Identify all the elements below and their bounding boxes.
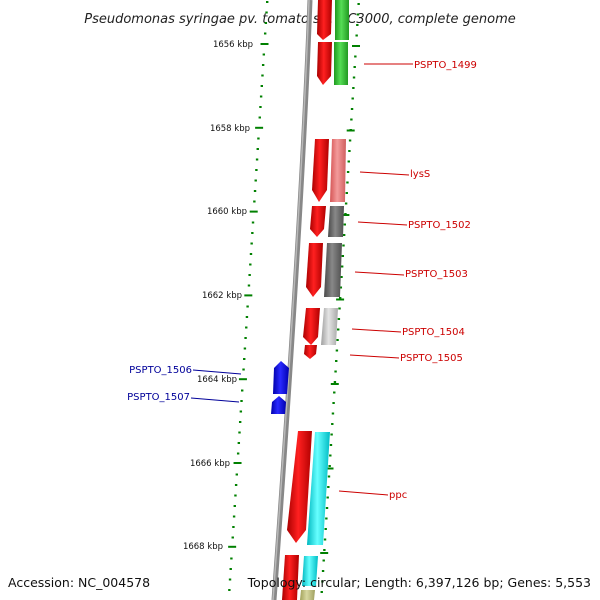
tick-label-1662: 1662 kbp bbox=[202, 291, 242, 301]
cog-feature[interactable] bbox=[321, 308, 338, 345]
gene-feature[interactable] bbox=[282, 555, 299, 600]
genome-backbone-highlight bbox=[272, 0, 310, 600]
cog-feature[interactable] bbox=[302, 556, 318, 586]
gene-label-pspto-1499[interactable]: PSPTO_1499 bbox=[414, 60, 477, 71]
gene-feature[interactable] bbox=[287, 431, 312, 543]
cog-feature[interactable] bbox=[330, 139, 346, 202]
tick-label-1664: 1664 kbp bbox=[197, 375, 237, 385]
cog-feature[interactable] bbox=[335, 0, 349, 40]
gene-label-ppc[interactable]: ppc bbox=[389, 490, 407, 501]
gene-feature[interactable] bbox=[310, 206, 326, 237]
gene-feature[interactable] bbox=[271, 396, 286, 414]
gene-feature[interactable] bbox=[312, 139, 329, 202]
cog-feature[interactable] bbox=[324, 243, 342, 297]
gene-label-pspto-1506[interactable]: PSPTO_1506 bbox=[129, 365, 192, 376]
tick-label-1658: 1658 kbp bbox=[210, 124, 250, 134]
gene-feature[interactable] bbox=[317, 42, 332, 85]
tick-label-1656: 1656 kbp bbox=[213, 40, 253, 50]
tick-label-1668: 1668 kbp bbox=[183, 542, 223, 552]
gene-label-lyss[interactable]: lysS bbox=[410, 169, 430, 180]
gene-label-pspto-1507[interactable]: PSPTO_1507 bbox=[127, 392, 190, 403]
gene-feature[interactable] bbox=[306, 243, 323, 297]
topology-text: Topology: circular; Length: 6,397,126 bp… bbox=[247, 575, 591, 590]
gene-feature[interactable] bbox=[273, 361, 289, 394]
gene-feature[interactable] bbox=[303, 308, 320, 345]
gene-feature[interactable] bbox=[304, 345, 317, 359]
cog-feature[interactable] bbox=[307, 432, 330, 545]
cog-category-track bbox=[300, 0, 349, 600]
reverse-strand-genes bbox=[271, 361, 289, 414]
cog-feature[interactable] bbox=[300, 590, 315, 600]
gene-label-pspto-1502[interactable]: PSPTO_1502 bbox=[408, 220, 471, 231]
tick-label-1666: 1666 kbp bbox=[190, 459, 230, 469]
gene-feature[interactable] bbox=[317, 0, 332, 40]
gene-label-pspto-1503[interactable]: PSPTO_1503 bbox=[405, 269, 468, 280]
forward-strand-genes bbox=[282, 0, 332, 600]
gene-label-pspto-1505[interactable]: PSPTO_1505 bbox=[400, 353, 463, 364]
tick-label-1660: 1660 kbp bbox=[207, 207, 247, 217]
cog-feature[interactable] bbox=[328, 206, 344, 237]
genome-backbone bbox=[271, 0, 313, 600]
label-leaders bbox=[190, 63, 413, 496]
tick-track bbox=[228, 1, 269, 591]
tick-track-outer bbox=[320, 3, 360, 593]
cog-feature[interactable] bbox=[334, 42, 348, 85]
gene-label-pspto-1504[interactable]: PSPTO_1504 bbox=[402, 327, 465, 338]
map-title: Pseudomonas syringae pv. tomato str. DC3… bbox=[84, 12, 516, 27]
accession-text: Accession: NC_004578 bbox=[8, 575, 150, 590]
